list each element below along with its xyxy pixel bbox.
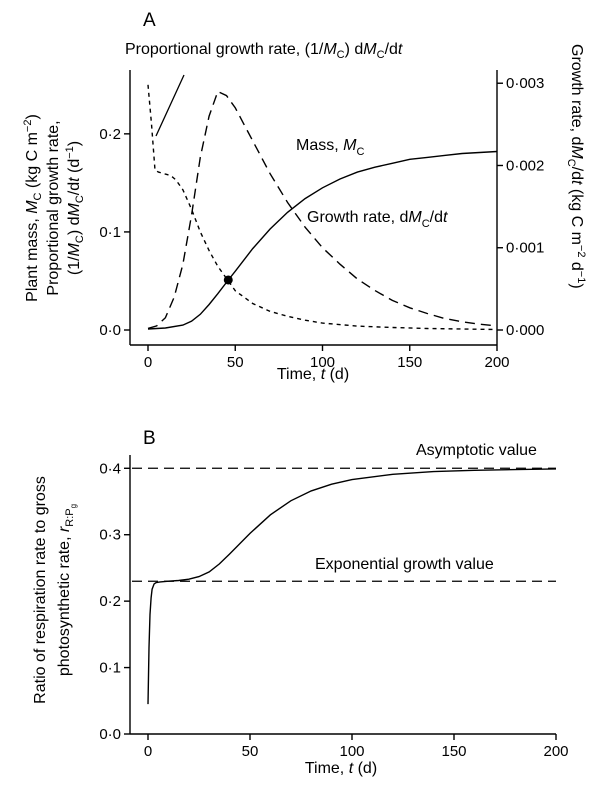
- panel-a-right-y-tick-label: 0·002: [506, 157, 544, 174]
- panel-b-series: [147, 468, 557, 705]
- panel-a: A 0 50 100 150 200 0·0 0·1 0·2 0·000 0·001 0·002…: [22, 10, 587, 383]
- panel-b-letter: B: [143, 428, 156, 449]
- asymptotic-value-label: Asymptotic value: [416, 442, 537, 459]
- proportional-growth-rate-curve: [147, 84, 498, 331]
- panel-a-x-tick-label: 50: [227, 354, 244, 371]
- proportional-leader-line: [155, 74, 185, 137]
- panel-b-y-tick-label: 0·0: [99, 726, 121, 743]
- panel-a-right-y-tick-label: 0·003: [506, 75, 544, 92]
- proportional-annotation: Proportional growth rate, (1/MC) dMC/dt: [125, 41, 403, 61]
- panel-a-x-tick-label: 150: [397, 354, 422, 371]
- panel-b-x-tick-label: 50: [242, 743, 259, 760]
- panel-a-left-y-ticks: 0·0 0·1 0·2: [99, 126, 130, 339]
- panel-a-left-y-tick-label: 0·2: [99, 126, 121, 143]
- growth-rate-annotation: Growth rate, dMC/dt: [307, 209, 448, 230]
- panel-a-left-y-label-1: Plant mass, MC (kg C m−2): [22, 114, 44, 302]
- panel-a-x-tick-label: 200: [484, 354, 509, 371]
- panel-a-left-y-label-2: Proportional growth rate,: [45, 120, 62, 295]
- panel-b-y-tick-label: 0·1: [99, 660, 121, 677]
- panel-b-x-tick-label: 0: [144, 743, 152, 760]
- panel-b-y-tick-label: 0·3: [99, 527, 121, 544]
- respiration-ratio-curve: [147, 468, 557, 705]
- mass-curve: [147, 150, 498, 330]
- panel-a-right-y-ticks: 0·000 0·001 0·002 0·003: [497, 75, 544, 339]
- panel-b-reference-lines: [132, 467, 556, 582]
- panel-b-y-label-2: photosynthetic rate, rR:Pg: [56, 504, 78, 676]
- panel-a-right-y-tick-label: 0·001: [506, 240, 544, 257]
- inflection-point-marker: [223, 275, 233, 285]
- panel-b-y-tick-label: 0·2: [99, 593, 121, 610]
- panel-b-x-tick-label: 100: [339, 743, 364, 760]
- panel-a-right-y-tick-label: 0·000: [506, 322, 544, 339]
- panel-b: B 0 50 100 150 200 0·0 0·1 0·2 0·3 0·4 Asymptoti…: [32, 428, 569, 777]
- panel-b-x-ticks: 0 50 100 150 200: [144, 734, 569, 760]
- panel-a-series: [147, 84, 498, 331]
- panel-b-x-axis-label: Time, t (d): [305, 760, 377, 777]
- panel-a-left-y-tick-label: 0·0: [99, 322, 121, 339]
- mass-annotation: Mass, MC: [296, 137, 364, 158]
- panel-b-x-tick-label: 150: [441, 743, 466, 760]
- exponential-growth-value-label: Exponential growth value: [315, 556, 494, 573]
- panel-b-y-ticks: 0·0 0·1 0·2 0·3 0·4: [99, 460, 130, 743]
- panel-a-x-ticks: 0 50 100 150 200: [144, 345, 510, 371]
- panel-b-y-label-1: Ratio of respiration rate to gross: [32, 476, 49, 704]
- panel-a-right-y-label: Growth rate, dMC/dt (kg C m−2 d−1): [565, 44, 587, 289]
- panel-a-x-tick-label: 100: [310, 354, 335, 371]
- panel-a-left-y-tick-label: 0·1: [99, 224, 121, 241]
- panel-a-x-tick-label: 0: [144, 354, 152, 371]
- panel-b-y-tick-label: 0·4: [99, 460, 121, 477]
- panel-b-x-tick-label: 200: [543, 743, 568, 760]
- panel-a-x-axis-label: Time, t (d): [277, 366, 349, 383]
- growth-rate-curve: [147, 90, 498, 330]
- panel-a-letter: A: [143, 10, 156, 31]
- panel-a-left-y-label-3: (1/MC) dMC/dt (d−1): [64, 141, 86, 275]
